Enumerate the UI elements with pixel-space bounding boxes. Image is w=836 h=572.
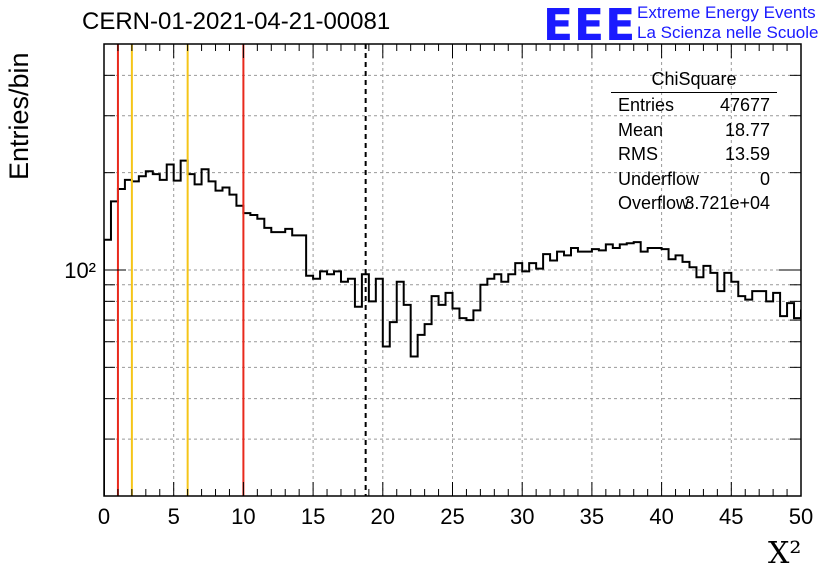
logo-line-1: Extreme Energy Events xyxy=(637,3,816,22)
stats-key: Underflow xyxy=(618,168,700,189)
stats-value: 18.77 xyxy=(724,119,770,140)
histogram-series xyxy=(104,159,801,496)
stats-row-overflow: Overflow 3.721e+04 xyxy=(611,191,777,216)
stats-row-mean: Mean 18.77 xyxy=(611,118,777,143)
x-tick-label: 15 xyxy=(301,504,325,529)
stats-key: Overflow xyxy=(618,193,690,213)
x-tick-label: 40 xyxy=(649,504,673,529)
x-tick-label: 5 xyxy=(168,504,180,529)
stats-box: ChiSquare Entries 47677 Mean 18.77 RMS 1… xyxy=(611,68,777,216)
eee-logo: EEE xyxy=(543,0,637,51)
x-tick-label: 0 xyxy=(98,504,110,529)
stats-value: 13.59 xyxy=(724,144,770,164)
y-axis-label: Entries/bin xyxy=(4,52,34,180)
chart-title: CERN-01-2021-04-21-00081 xyxy=(82,8,391,35)
stats-value: 0 xyxy=(759,168,770,189)
x-axis-label: X² xyxy=(768,536,802,571)
x-tick-label: 20 xyxy=(371,504,395,529)
stats-key: Entries xyxy=(618,95,675,115)
stats-row-rms: RMS 13.59 xyxy=(611,142,777,167)
stats-row-underflow: Underflow 0 xyxy=(611,167,777,192)
x-tick-label: 10 xyxy=(231,504,255,529)
stats-key: RMS xyxy=(618,144,658,164)
x-tick-label: 30 xyxy=(510,504,534,529)
stats-value: 3.721e+04 xyxy=(684,193,770,213)
logo-line-2: La Scienza nelle Scuole xyxy=(637,23,819,42)
stats-key: Mean xyxy=(618,119,664,140)
x-tick-label: 25 xyxy=(440,504,464,529)
x-tick-label: 35 xyxy=(580,504,604,529)
x-tick-label: 50 xyxy=(789,504,813,529)
stats-title: ChiSquare xyxy=(611,68,777,93)
stats-value: 47677 xyxy=(719,95,770,115)
x-tick-label: 45 xyxy=(719,504,743,529)
stats-row-entries: Entries 47677 xyxy=(611,93,777,118)
y-tick-label: 10² xyxy=(64,258,96,283)
